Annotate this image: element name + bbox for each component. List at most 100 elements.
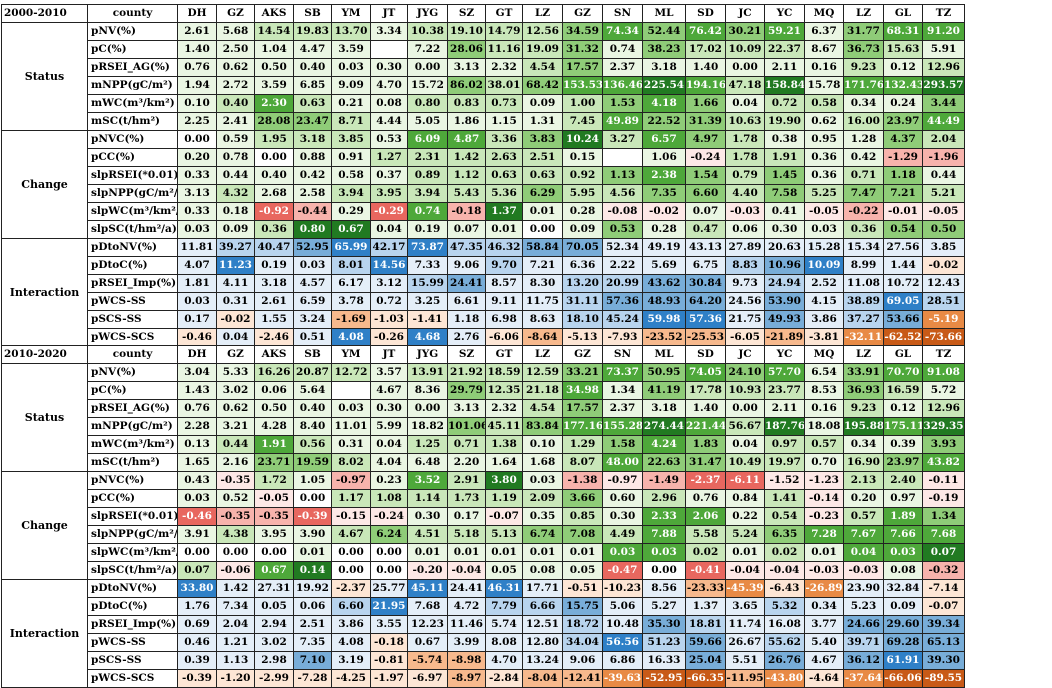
value-cell: -0.11 xyxy=(922,471,965,490)
value-cell: 0.04 xyxy=(843,543,884,562)
value-cell: -0.39 xyxy=(177,669,217,688)
period-label: 2010-2020 xyxy=(1,345,88,364)
value-cell: -2.84 xyxy=(485,669,523,688)
table-row: pCC(%) 0.03 0.52 -0.05 0.00 1.17 1.08 1.14 1.73 1… xyxy=(2,489,965,508)
value-cell: -23.33 xyxy=(685,579,726,598)
value-cell: 45.11 xyxy=(407,579,448,598)
value-cell: 6.57 xyxy=(642,130,686,149)
value-cell: 6.60 xyxy=(685,184,726,203)
value-cell: 45.24 xyxy=(602,310,643,329)
value-cell: 0.95 xyxy=(804,130,844,149)
value-cell: -0.23 xyxy=(804,507,844,526)
value-cell: -0.97 xyxy=(602,471,643,490)
value-cell: -0.44 xyxy=(293,202,332,221)
value-cell: 1.91 xyxy=(254,435,294,454)
value-cell: 1.34 xyxy=(602,381,643,400)
value-cell: 6.24 xyxy=(370,525,408,544)
value-cell: 4.72 xyxy=(447,597,486,616)
value-cell: 16.08 xyxy=(764,615,805,634)
value-cell: -1.52 xyxy=(764,471,805,490)
value-cell: 36.12 xyxy=(843,651,884,670)
value-cell: 9.23 xyxy=(843,399,884,418)
value-cell: 6.60 xyxy=(331,597,371,616)
value-cell: 11.01 xyxy=(331,417,371,436)
value-cell: 3.78 xyxy=(331,292,371,311)
value-cell: 2.06 xyxy=(685,507,726,526)
value-cell: 3.59 xyxy=(331,40,371,59)
value-cell: 0.80 xyxy=(407,94,448,113)
value-cell: 5.32 xyxy=(764,597,805,616)
column-header: AKS xyxy=(254,4,294,23)
table-row: pRSEI_AG(%) 0.76 0.62 0.50 0.40 0.03 0.30 0.00 3… xyxy=(2,58,965,77)
value-cell: 0.40 xyxy=(293,399,332,418)
value-cell: 5.25 xyxy=(804,184,844,203)
value-cell: 4.44 xyxy=(370,112,408,131)
value-cell: 3.95 xyxy=(370,184,408,203)
value-cell: 3.12 xyxy=(370,274,408,293)
value-cell: -0.41 xyxy=(685,561,726,580)
value-cell: 1.66 xyxy=(685,94,726,113)
table-row: mWC(m³/km²) 0.13 0.44 1.91 0.56 0.31 0.04 1.25 0… xyxy=(2,435,965,454)
value-cell: -0.19 xyxy=(922,489,965,508)
value-cell: 76.42 xyxy=(685,22,726,41)
value-cell: 0.28 xyxy=(562,202,603,221)
value-cell: 39.30 xyxy=(922,651,965,670)
value-cell: -5.13 xyxy=(562,328,603,347)
table-row: mSC(t/hm²) 2.25 2.41 28.08 23.47 8.71 4.44 5.05… xyxy=(2,112,965,131)
column-header: JC xyxy=(725,345,765,364)
value-cell: 23.77 xyxy=(764,381,805,400)
table-row: mWC(m³/km²) 0.10 0.40 2.30 0.63 0.21 0.08 0.80 0… xyxy=(2,94,965,113)
value-cell: 8.99 xyxy=(843,256,884,275)
value-cell: 10.49 xyxy=(725,453,765,472)
value-cell: 0.03 xyxy=(883,543,923,562)
value-cell: 18.10 xyxy=(562,310,603,329)
value-cell: 6.85 xyxy=(293,76,332,95)
value-cell: 17.71 xyxy=(522,579,563,598)
value-cell: 3.52 xyxy=(407,471,448,490)
value-cell: -0.47 xyxy=(602,561,643,580)
value-cell: 15.63 xyxy=(883,40,923,59)
value-cell: 3.18 xyxy=(293,130,332,149)
value-cell: -0.04 xyxy=(447,561,486,580)
value-cell: 4.04 xyxy=(370,453,408,472)
value-cell: 0.97 xyxy=(883,489,923,508)
value-cell: 24.10 xyxy=(725,363,765,382)
value-cell: 12.23 xyxy=(407,615,448,634)
value-cell: -0.81 xyxy=(370,651,408,670)
value-cell: 15.28 xyxy=(804,238,844,257)
value-cell: 12.96 xyxy=(922,399,965,418)
column-header: GT xyxy=(485,4,523,23)
value-cell: 0.12 xyxy=(883,58,923,77)
column-header: AKS xyxy=(254,345,294,364)
value-cell: 6.66 xyxy=(522,597,563,616)
value-cell: 10.48 xyxy=(602,615,643,634)
value-cell: 32.84 xyxy=(883,579,923,598)
value-cell: 44.49 xyxy=(922,112,965,131)
value-cell: 0.39 xyxy=(883,435,923,454)
value-cell: 0.01 xyxy=(485,543,523,562)
table-2010-2020: 2010-2020 county DH GZ AKS SB YM JT JYG SZ GT LZ GZ S… xyxy=(1,345,965,688)
value-cell: 6.59 xyxy=(293,292,332,311)
table-row: Change pNVC(%) 0.00 0.59 1.95 3.18 3.85 0.53 6.0… xyxy=(1,130,965,239)
indicator-label: slpWC(m³/km²/a) xyxy=(87,543,178,562)
value-cell: 4.38 xyxy=(216,525,255,544)
value-cell xyxy=(370,40,408,59)
value-cell: 14.56 xyxy=(370,256,408,275)
value-cell: 36.73 xyxy=(843,40,884,59)
value-cell: 0.03 xyxy=(331,399,371,418)
value-cell: 6.29 xyxy=(522,184,563,203)
value-cell: 19.83 xyxy=(293,22,332,41)
value-cell: 4.15 xyxy=(804,292,844,311)
table-row: pWCS-SCS -0.46 0.04 -2.46 0.51 4.08 -0.26 4.68 2… xyxy=(2,328,965,347)
column-header: DH xyxy=(177,4,217,23)
value-cell: 59.66 xyxy=(685,633,726,652)
value-cell: 0.04 xyxy=(370,220,408,239)
period-label: 2000-2010 xyxy=(1,4,88,23)
value-cell: 5.58 xyxy=(685,525,726,544)
value-cell: 0.00 xyxy=(407,58,448,77)
value-cell: 8.71 xyxy=(331,112,371,131)
value-cell: 0.51 xyxy=(293,328,332,347)
value-cell: 1.41 xyxy=(764,489,805,508)
value-cell: 0.06 xyxy=(254,381,294,400)
value-cell: 0.35 xyxy=(522,507,563,526)
